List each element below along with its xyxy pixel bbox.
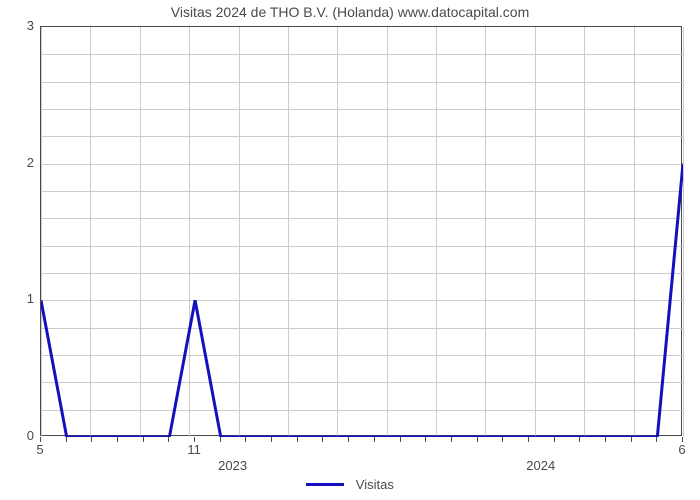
x-tick	[477, 437, 478, 442]
x-tick	[297, 437, 298, 442]
x-tick	[66, 437, 67, 442]
x-tick-label: 5	[25, 442, 55, 457]
x-tick	[322, 437, 323, 442]
x-tick	[348, 437, 349, 442]
x-tick-label: 11	[179, 442, 209, 457]
x-tick	[656, 437, 657, 442]
x-tick	[502, 437, 503, 442]
x-tick	[117, 437, 118, 442]
y-tick-label: 1	[4, 291, 34, 306]
x-tick	[400, 437, 401, 442]
x-tick	[91, 437, 92, 442]
x-year-label: 2023	[208, 458, 258, 473]
gridline-v	[683, 27, 684, 437]
x-tick	[220, 437, 221, 442]
x-tick	[425, 437, 426, 442]
x-tick-label: 6	[667, 442, 697, 457]
y-tick-label: 3	[4, 18, 34, 33]
legend-label: Visitas	[356, 477, 394, 492]
plot-area	[40, 26, 682, 436]
x-tick	[143, 437, 144, 442]
y-tick-label: 2	[4, 155, 34, 170]
legend-swatch	[306, 483, 344, 486]
x-tick	[528, 437, 529, 442]
x-tick	[451, 437, 452, 442]
x-tick	[271, 437, 272, 442]
x-tick	[631, 437, 632, 442]
x-year-label: 2024	[516, 458, 566, 473]
x-tick	[245, 437, 246, 442]
x-tick	[168, 437, 169, 442]
x-tick	[579, 437, 580, 442]
y-tick-label: 0	[4, 428, 34, 443]
x-tick	[374, 437, 375, 442]
x-tick	[605, 437, 606, 442]
chart-title: Visitas 2024 de THO B.V. (Holanda) www.d…	[0, 4, 700, 20]
legend: Visitas	[0, 476, 700, 492]
series-line	[41, 27, 683, 437]
x-tick	[554, 437, 555, 442]
